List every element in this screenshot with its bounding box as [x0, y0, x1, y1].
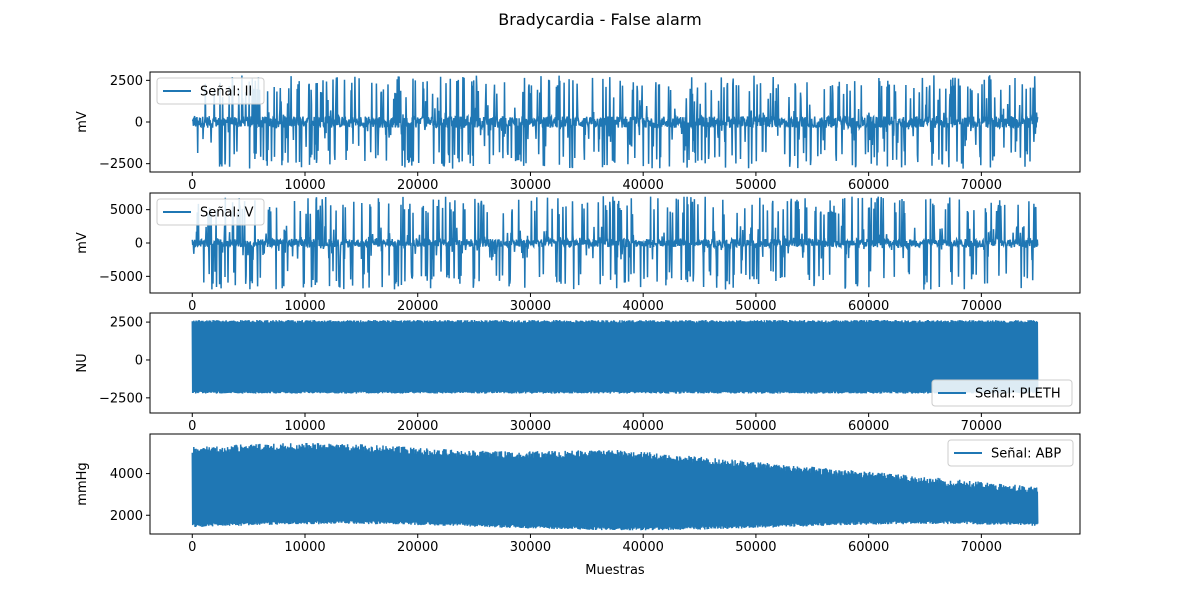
- series-line: [191, 75, 1039, 169]
- legend-label: Señal: PLETH: [975, 387, 1061, 402]
- x-tick-label: 70000: [961, 540, 1002, 555]
- y-tick-label: 2000: [110, 509, 143, 524]
- legend: Señal: V: [156, 198, 265, 226]
- x-tick-label: 30000: [510, 299, 551, 314]
- x-tick-label: 60000: [848, 540, 889, 555]
- legend-label: Señal: ABP: [991, 447, 1061, 462]
- x-tick-label: 60000: [848, 178, 889, 193]
- legend-box: [931, 379, 1073, 407]
- y-axis-label: NU: [75, 353, 90, 372]
- y-tick-label: 5000: [110, 203, 143, 218]
- legend-label: Señal: V: [200, 206, 254, 221]
- legend: Señal: PLETH: [931, 379, 1073, 407]
- x-tick-label: 50000: [735, 178, 776, 193]
- x-tick-label: 70000: [961, 178, 1002, 193]
- subplot-2: 0 10000 20000 30000 40000 50000 60000 70000−500…: [75, 192, 1081, 314]
- x-tick-label: 50000: [735, 540, 776, 555]
- x-tick-label: 10000: [284, 178, 325, 193]
- x-tick-label: 40000: [623, 178, 664, 193]
- subplot-3: 0 10000 20000 30000 40000 50000 60000 70000 −250…: [75, 312, 1081, 434]
- legend: Señal: ABP: [947, 439, 1074, 467]
- x-tick-label: 30000: [510, 540, 551, 555]
- axes-frame: [149, 433, 1081, 535]
- legend-box: [947, 439, 1074, 467]
- x-tick-label: 20000: [397, 299, 438, 314]
- x-tick-label: 50000: [735, 419, 776, 434]
- x-tick-label: 40000: [623, 540, 664, 555]
- legend-label: Señal: II: [200, 85, 252, 100]
- y-tick-label: −5000: [99, 270, 143, 285]
- series-line: [191, 442, 1039, 531]
- x-tick-label: 40000: [623, 299, 664, 314]
- x-tick-label: 20000: [397, 178, 438, 193]
- y-axis-label: mV: [75, 232, 90, 254]
- y-tick-label: 2500: [110, 74, 143, 89]
- x-tick-label: 30000: [510, 178, 551, 193]
- x-tick-label: 10000: [284, 540, 325, 555]
- x-tick-label: 10000: [284, 299, 325, 314]
- y-tick-label: 2500: [110, 316, 143, 331]
- x-tick-label: 60000: [848, 299, 889, 314]
- x-tick-label: 40000: [623, 419, 664, 434]
- y-tick-label: 4000: [110, 467, 143, 482]
- x-tick-label: 20000: [397, 540, 438, 555]
- series-line: [191, 196, 1039, 290]
- x-tick-label: 10000: [284, 419, 325, 434]
- subplot-1: 0 10000 20000 30000 40000 50000 60000 70000 −250…: [75, 71, 1081, 193]
- x-tick-label: 70000: [961, 299, 1002, 314]
- y-axis-label: mmHg: [75, 462, 90, 505]
- x-tick-label: 0: [188, 299, 196, 314]
- x-tick-label: 20000: [397, 419, 438, 434]
- x-tick-label: 30000: [510, 419, 551, 434]
- x-axis-label: Muestras: [585, 563, 645, 578]
- x-tick-label: 70000: [961, 419, 1002, 434]
- y-tick-label: 0: [135, 353, 143, 368]
- legend: Señal: II: [156, 77, 265, 105]
- y-tick-label: −2500: [99, 157, 143, 172]
- legend-box: [156, 198, 265, 226]
- x-tick-label: 0: [188, 178, 196, 193]
- legend-box: [156, 77, 265, 105]
- x-tick-label: 50000: [735, 299, 776, 314]
- y-axis-label: mV: [75, 111, 90, 133]
- y-tick-label: −2500: [99, 391, 143, 406]
- x-tick-label: 0: [188, 419, 196, 434]
- axes-frame: [149, 312, 1081, 414]
- subplots: 0 10000 20000 30000 40000 50000 60000 70000−250…: [75, 71, 1081, 578]
- figure-title: Bradycardia - False alarm: [498, 10, 701, 29]
- x-tick-label: 0: [188, 540, 196, 555]
- y-tick-label: 0: [135, 116, 143, 131]
- series-line: [191, 319, 1039, 394]
- subplot-4: 0 10000 20000 30000 40000 50000 60000 70000 2000…: [75, 433, 1081, 578]
- y-tick-label: 0: [135, 237, 143, 252]
- x-tick-label: 60000: [848, 419, 889, 434]
